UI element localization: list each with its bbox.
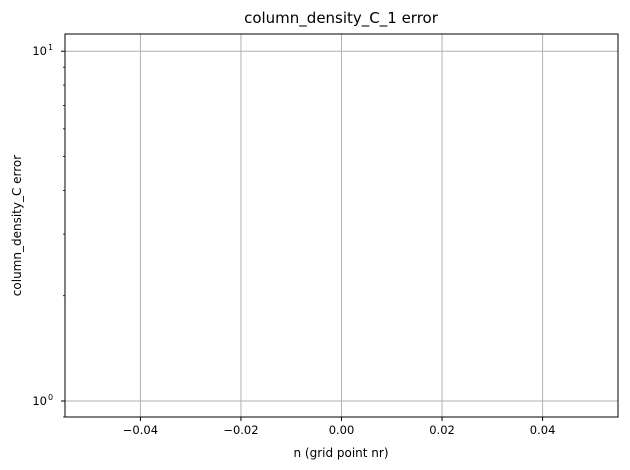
y-tick-label: 10 (32, 44, 47, 58)
y-tick-label: 10 (32, 394, 47, 408)
chart-title: column_density_C_1 error (244, 9, 439, 28)
y-tick-label-exponent: 1 (48, 43, 53, 52)
y-axis-label: column_density_C error (10, 155, 24, 296)
x-tick-label: −0.04 (123, 423, 158, 437)
x-tick-label: 0.00 (329, 423, 355, 437)
x-axis: −0.04 −0.02 0.00 0.02 0.04 (123, 417, 556, 437)
x-tick-label: −0.02 (223, 423, 258, 437)
x-tick-label: 0.04 (530, 423, 556, 437)
grid (65, 34, 618, 417)
x-tick-label: 0.02 (429, 423, 455, 437)
y-tick-label-exponent: 0 (48, 393, 53, 402)
x-axis-label: n (grid point nr) (293, 446, 388, 460)
